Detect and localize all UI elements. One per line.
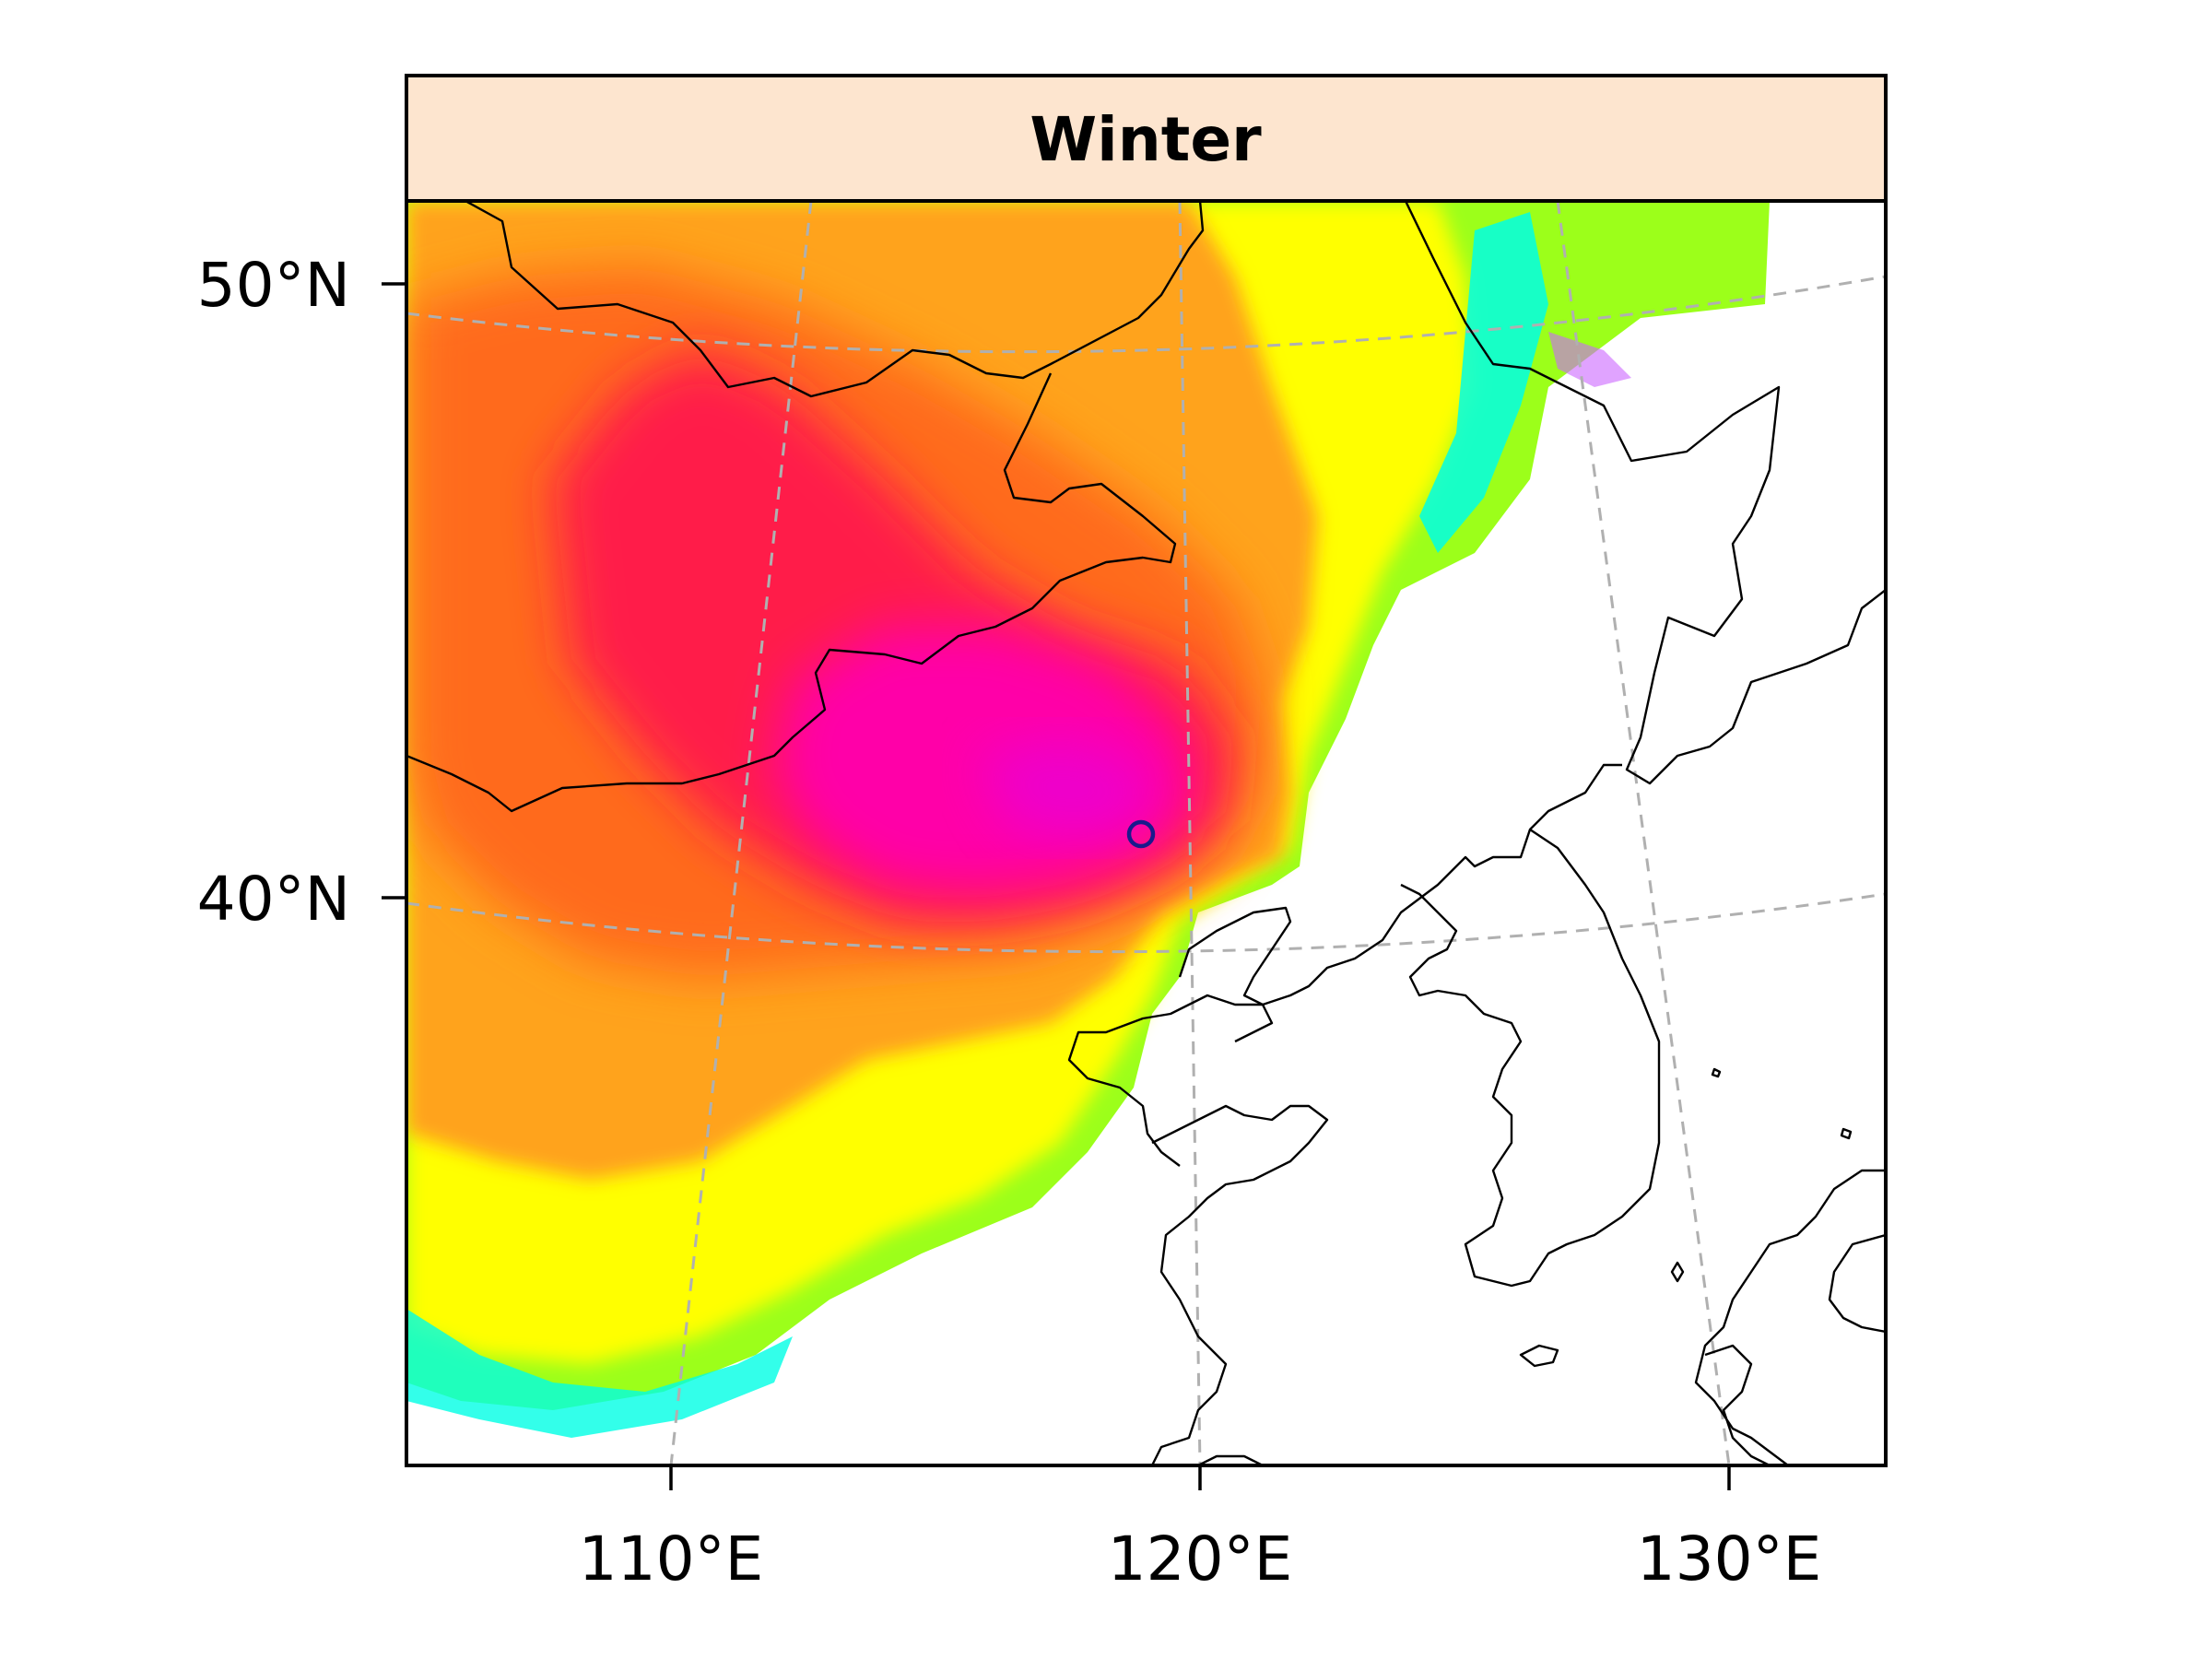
lon-label-120: 120°E	[1108, 1524, 1293, 1594]
map-frame	[405, 199, 1888, 1467]
field-core-hot	[977, 737, 1152, 839]
coast-korea-china	[1067, 763, 1622, 1167]
coast-japan-west	[1694, 1169, 1886, 1465]
island-small-3	[1840, 1127, 1853, 1140]
coast-korea-peninsula	[1400, 829, 1661, 1288]
coast-japan-island	[1828, 1233, 1886, 1334]
panel-title: Winter	[1030, 104, 1262, 175]
field-purple-patch	[1548, 332, 1631, 387]
lon-label-130: 130°E	[1637, 1524, 1822, 1594]
site-marker	[1126, 819, 1156, 849]
lat-label-50: 50°N	[197, 250, 350, 321]
coast-jiangsu	[1197, 1454, 1264, 1465]
island-small-2	[1711, 1067, 1722, 1078]
coast-liaodong	[1178, 906, 1292, 1043]
border-ne-china	[1404, 201, 1886, 785]
lon-label-110: 110°E	[579, 1524, 764, 1594]
concentration-field	[406, 201, 1770, 1438]
panel-header	[405, 74, 1888, 203]
border-inner-mongolia	[406, 372, 1177, 813]
coastlines-borders	[406, 201, 1886, 1465]
coast-shandong	[1150, 1104, 1329, 1465]
coast-kyushu	[1704, 1344, 1771, 1465]
graticule	[406, 201, 1886, 1465]
border-mongolia-north	[465, 201, 1205, 398]
island-small-1	[1670, 1261, 1685, 1283]
island-jeju	[1519, 1344, 1559, 1368]
field-cyan-edge-ne	[1419, 212, 1548, 553]
lat-label-40: 40°N	[197, 864, 350, 935]
field-cyan-edge-south	[406, 1309, 793, 1438]
